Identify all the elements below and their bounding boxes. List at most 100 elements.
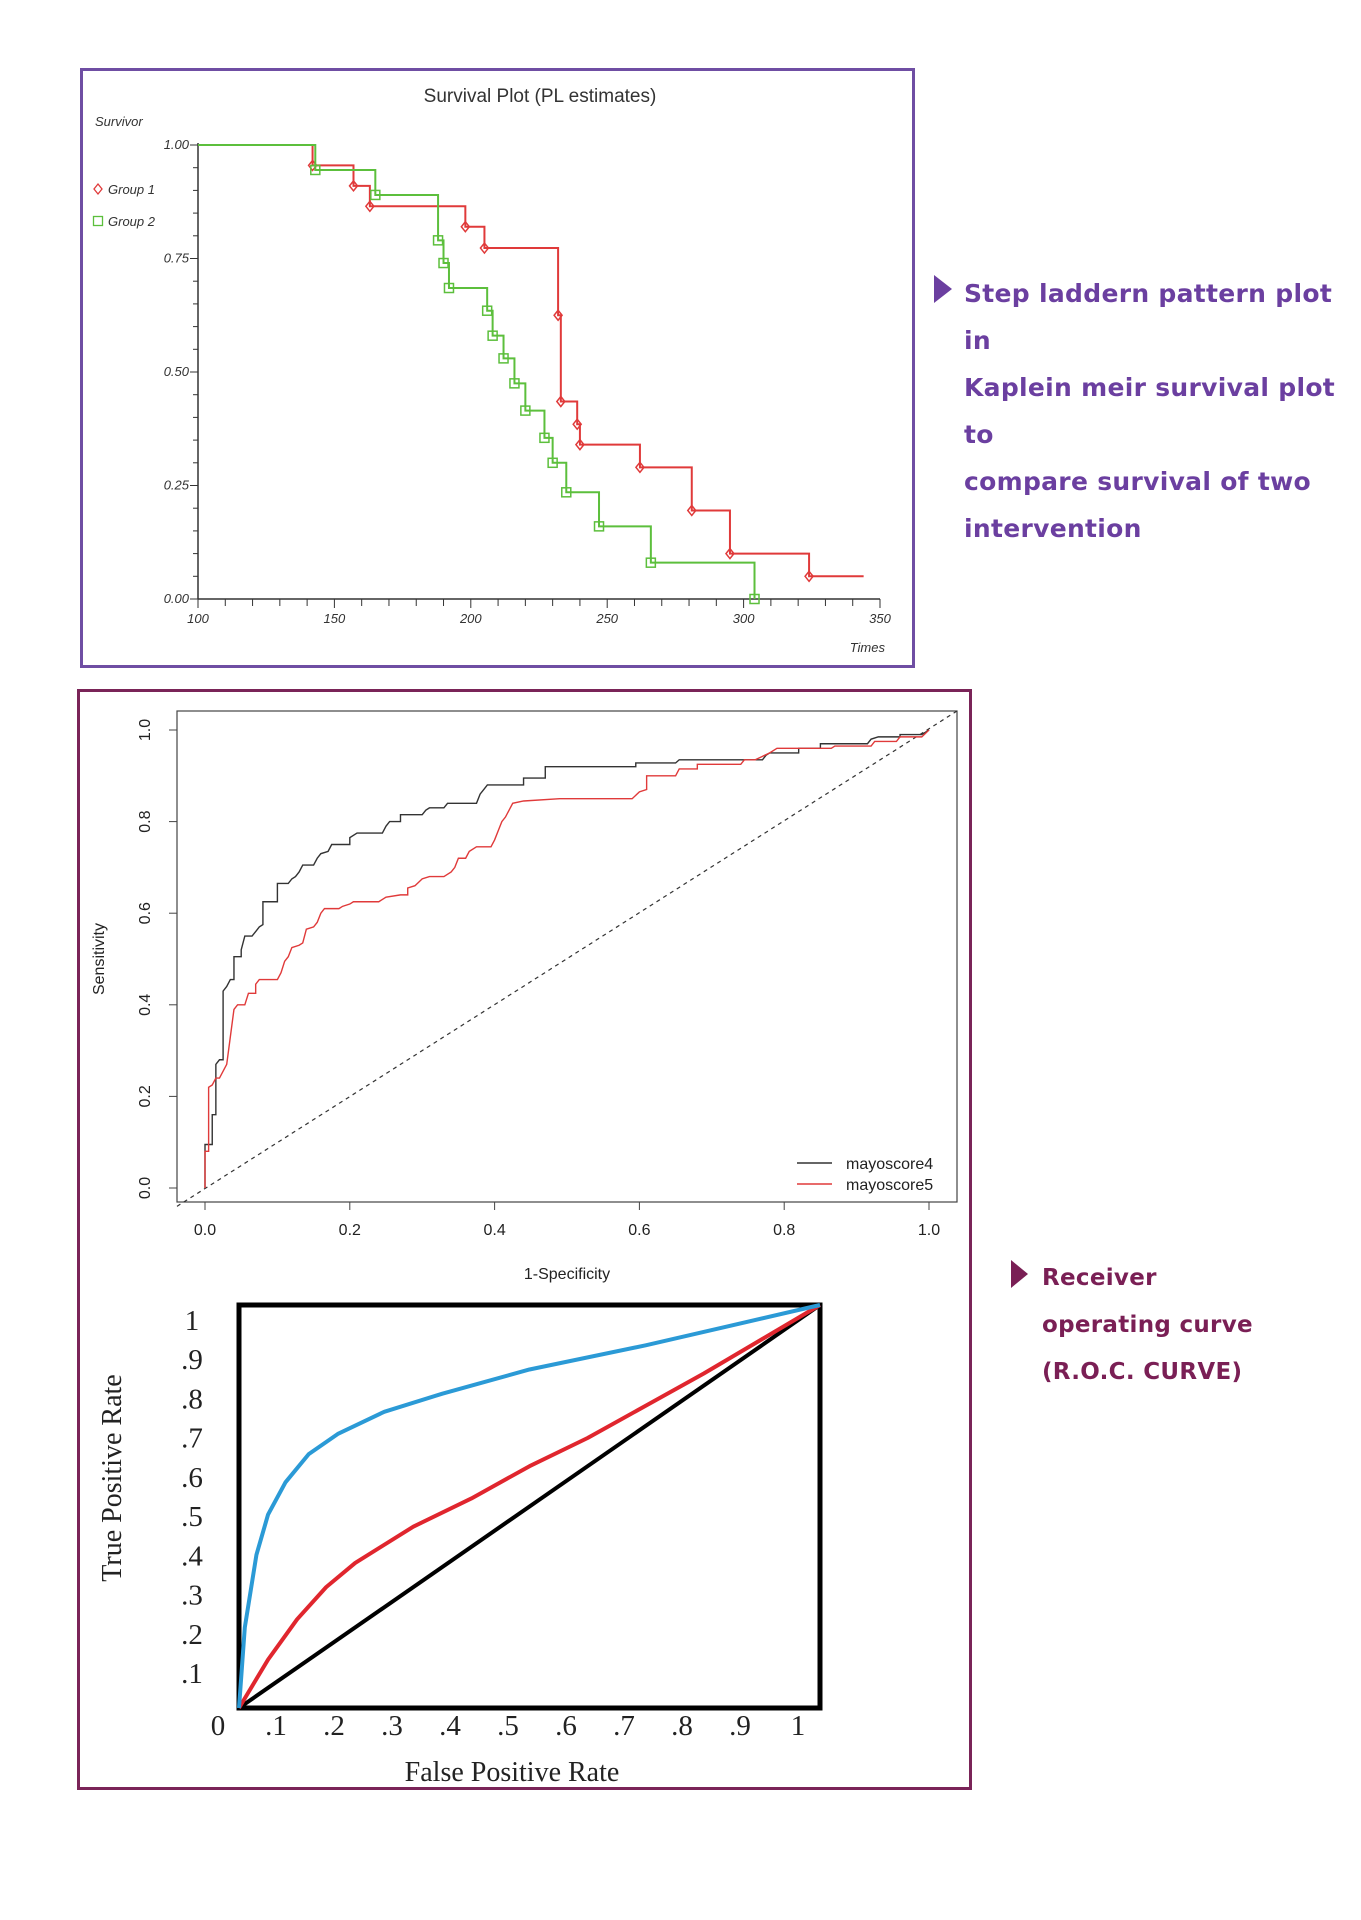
censor-marker-diamond xyxy=(460,220,471,233)
x-tick-label: .4 xyxy=(439,1710,461,1742)
x-tick-label: 1 xyxy=(791,1710,806,1742)
y-axis-label: Survivor xyxy=(95,114,143,129)
x-tick-label: .3 xyxy=(381,1710,403,1742)
plot-box xyxy=(176,710,958,1203)
censor-marker-square xyxy=(561,487,572,498)
survival-curve-group-2 xyxy=(198,144,756,599)
x-tick-label: 200 xyxy=(459,611,482,626)
roc-curve-random-classifier xyxy=(237,1303,822,1710)
x-tick-label: .2 xyxy=(323,1710,345,1742)
x-tick-label: 100 xyxy=(187,611,209,626)
y-tick-label: 0.00 xyxy=(164,591,190,606)
annotation-line: Kaplein meir survival plot to xyxy=(964,373,1336,449)
censor-marker-square xyxy=(539,432,550,444)
x-tick-label: 150 xyxy=(324,611,346,626)
annotation-line: Receiver xyxy=(1042,1265,1157,1291)
legend-label: mayoscore5 xyxy=(846,1177,933,1194)
y-tick-label: 1 xyxy=(185,1305,200,1337)
censor-marker-square xyxy=(509,378,520,389)
roc-annotation: Receiver operating curve (R.O.C. CURVE) xyxy=(1042,1255,1253,1396)
legend-label: mayoscore4 xyxy=(846,1156,933,1173)
legend-label: Group 1 xyxy=(108,182,155,197)
x-axis-label: Times xyxy=(850,640,886,655)
x-axis-label: 1-Specificity xyxy=(524,1266,610,1283)
y-tick-label: 0.2 xyxy=(137,1085,154,1107)
censor-marker-diamond xyxy=(634,461,645,474)
x-tick-label: 0.2 xyxy=(339,1222,361,1239)
y-tick-label: 0.6 xyxy=(137,902,154,924)
x-tick-label: 250 xyxy=(595,611,618,626)
y-tick-label: 0.4 xyxy=(137,994,154,1016)
censor-marker-square xyxy=(593,521,605,532)
y-tick-label: .1 xyxy=(181,1658,203,1690)
censor-marker-square xyxy=(487,330,498,341)
censor-marker-square xyxy=(432,235,444,246)
censor-marker-square xyxy=(443,282,455,294)
x-tick-label: .7 xyxy=(613,1710,635,1742)
x-tick-label: 350 xyxy=(869,611,891,626)
x-tick-label: 0.8 xyxy=(773,1222,795,1239)
triangle-bullet-icon xyxy=(934,275,952,303)
x-tick-label: .9 xyxy=(729,1710,751,1742)
y-tick-label: 0.75 xyxy=(164,251,190,266)
censor-marker-square xyxy=(749,593,760,605)
x-axis-label: False Positive Rate xyxy=(405,1757,620,1788)
survival-curve-group-1 xyxy=(198,144,864,578)
censor-marker-square xyxy=(498,353,509,364)
x-tick-label: 1.0 xyxy=(918,1222,940,1239)
censor-marker-diamond xyxy=(555,395,566,408)
roc-plots-frame xyxy=(77,689,972,1790)
survival-plot-annotation: Step laddern pattern plot in Kaplein mei… xyxy=(964,270,1361,552)
annotation-line: operating curve xyxy=(1042,1312,1253,1338)
censor-marker-square xyxy=(645,557,657,568)
censor-marker-diamond xyxy=(686,504,697,517)
censor-marker-diamond xyxy=(553,309,564,322)
y-tick-label: 1.0 xyxy=(137,719,154,741)
y-tick-label: .9 xyxy=(181,1344,203,1376)
y-tick-label: .4 xyxy=(181,1540,203,1572)
reference-diagonal xyxy=(176,710,958,1207)
annotation-line: (R.O.C. CURVE) xyxy=(1042,1359,1243,1385)
roc-curve-good-classifier xyxy=(237,1303,821,1709)
annotation-line: intervention xyxy=(964,514,1142,543)
plot-box xyxy=(236,1302,823,1711)
triangle-bullet-icon xyxy=(1011,1260,1028,1288)
y-tick-label: 0.50 xyxy=(164,364,190,379)
censor-marker-diamond xyxy=(574,438,585,451)
annotation-line: Step laddern pattern plot in xyxy=(964,279,1333,355)
chart-title: Survival Plot (PL estimates) xyxy=(424,86,657,107)
legend-diamond-icon xyxy=(93,182,103,196)
survival-plot-frame xyxy=(80,68,915,668)
y-tick-label: .5 xyxy=(181,1501,203,1533)
censor-marker-square xyxy=(310,164,321,176)
y-tick-label: 0.8 xyxy=(137,810,154,832)
censor-marker-diamond xyxy=(348,179,359,193)
x-tick-label: 0.6 xyxy=(628,1222,650,1239)
censor-marker-square xyxy=(481,305,493,316)
x-tick-label: .8 xyxy=(671,1710,693,1742)
x-tick-label: .5 xyxy=(497,1710,519,1742)
censor-marker-diamond xyxy=(364,200,375,213)
y-tick-label: .3 xyxy=(181,1580,203,1612)
censor-marker-diamond xyxy=(479,241,490,255)
censor-marker-square xyxy=(547,457,558,469)
y-tick-label: .8 xyxy=(181,1383,203,1415)
x-tick-label: 300 xyxy=(733,611,755,626)
censor-marker-square xyxy=(438,257,449,269)
y-tick-label: 1.00 xyxy=(164,137,190,152)
legend-label: Group 2 xyxy=(108,214,156,229)
legend-square-icon xyxy=(92,215,104,227)
censor-marker-square xyxy=(520,405,531,416)
censor-marker-diamond xyxy=(572,418,583,431)
roc-curve-moderate-classifier xyxy=(237,1303,822,1710)
y-tick-label: 0.0 xyxy=(137,1177,154,1199)
y-tick-label: .6 xyxy=(181,1462,203,1494)
annotation-line: compare survival of two xyxy=(964,467,1311,496)
x-tick-label: .1 xyxy=(265,1710,287,1742)
x-tick-label: 0.0 xyxy=(194,1222,216,1239)
x-tick-label: .6 xyxy=(555,1710,577,1742)
y-axis-label: True Positive Rate xyxy=(97,1374,128,1581)
y-axis-label: Sensitivity xyxy=(91,923,108,995)
